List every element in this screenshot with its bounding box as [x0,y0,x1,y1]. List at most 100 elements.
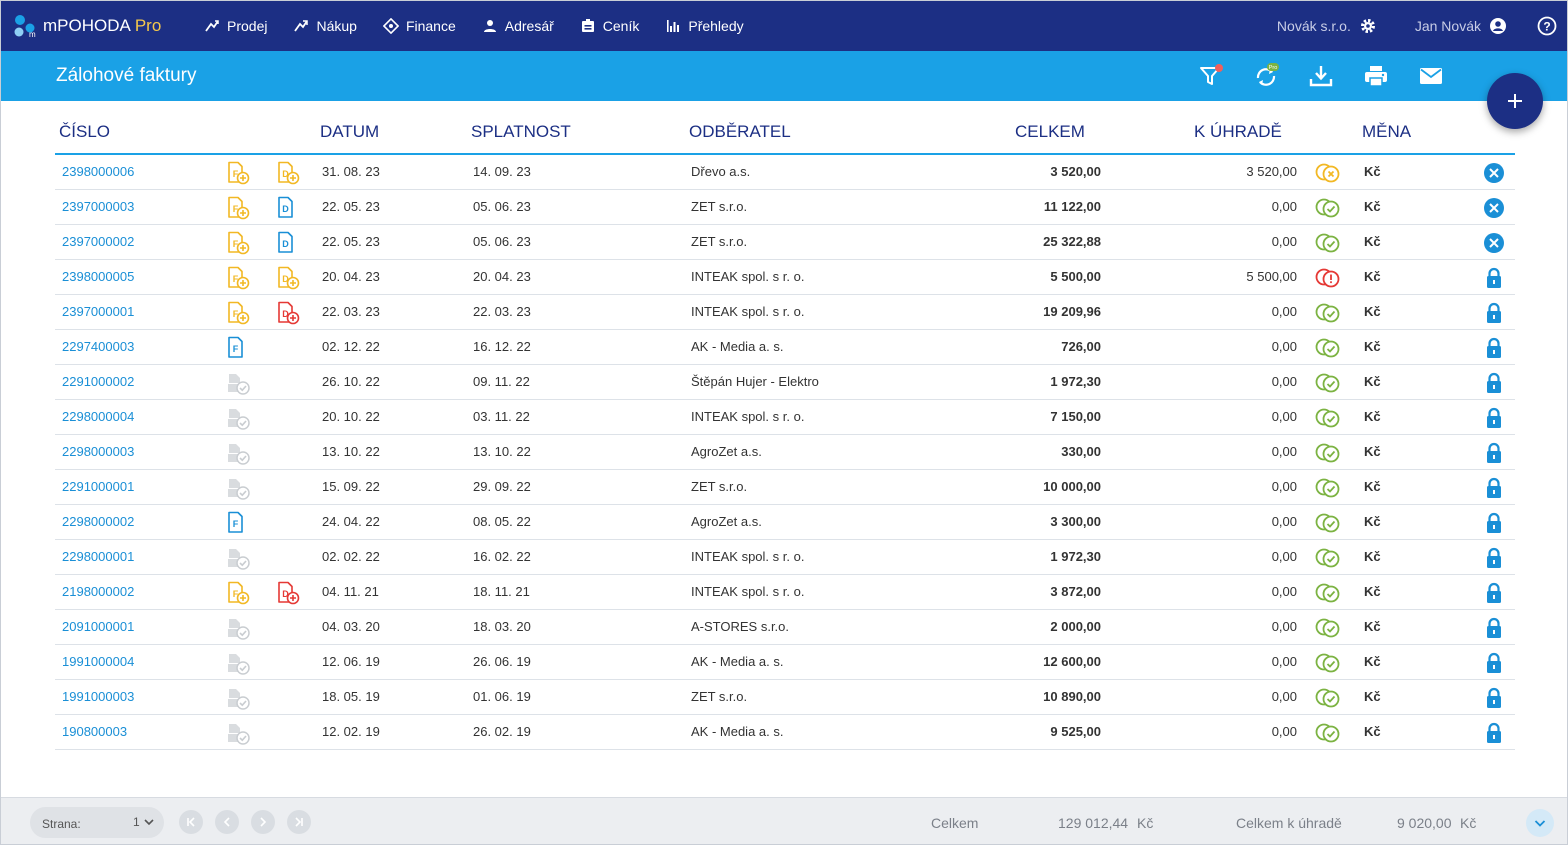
invoice-number-link[interactable]: 2298000001 [62,549,135,564]
nav-adresar[interactable]: Adresář [469,1,567,51]
table-row[interactable]: 2298000003 13. 10. 22 13. 10. 22 AgroZet a.… [55,435,1515,470]
page-select[interactable]: Strana: 1 [30,807,164,838]
table-row[interactable]: 2398000006 F D 31. 08. 23 14. 09. 23 Dřevo a.… [55,155,1515,190]
table-row[interactable]: 2298000002 F 24. 04. 22 08. 05. 22 AgroZet a… [55,505,1515,540]
nav-nakup[interactable]: Nákup [280,1,369,51]
lock-icon[interactable] [1483,337,1505,359]
table-row[interactable]: 2397000003 F D 22. 05. 23 05. 06. 23 ZET s.r.… [55,190,1515,225]
last-page-button[interactable] [287,810,311,834]
invoice-number-link[interactable]: 2091000001 [62,619,135,634]
document-f-yellow-icon[interactable]: F [225,301,251,325]
document-f-blue-icon[interactable]: F [225,336,251,360]
invoice-number-link[interactable]: 2291000002 [62,374,135,389]
document-gray-icon[interactable] [225,546,251,570]
table-row[interactable]: 2091000001 04. 03. 20 18. 03. 20 A-STORES s… [55,610,1515,645]
next-page-button[interactable] [251,810,275,834]
download-button[interactable] [1307,62,1335,90]
document-f-yellow-icon[interactable]: F [225,581,251,605]
pro-sync-button[interactable]: Pro [1252,62,1280,90]
invoice-number-link[interactable]: 2398000005 [62,269,135,284]
table-row[interactable]: 1991000003 18. 05. 19 01. 06. 19 ZET s.r.o.… [55,680,1515,715]
lock-icon[interactable] [1483,652,1505,674]
header-number[interactable]: ČÍSLO [59,122,111,141]
cancel-icon[interactable] [1483,197,1505,219]
table-row[interactable]: 2291000002 26. 10. 22 09. 11. 22 Štěpán Huj… [55,365,1515,400]
lock-icon[interactable] [1483,477,1505,499]
document-gray-icon[interactable] [225,371,251,395]
invoice-number-link[interactable]: 2298000002 [62,514,135,529]
header-customer[interactable]: ODBĚRATEL [689,122,791,141]
invoice-number-link[interactable]: 2397000003 [62,199,135,214]
document-f-yellow-icon[interactable]: F [225,266,251,290]
document-d-red-icon[interactable]: D [275,301,301,325]
prev-page-button[interactable] [215,810,239,834]
invoice-number-link[interactable]: 2298000003 [62,444,135,459]
account-icon[interactable] [1489,17,1507,35]
company-name[interactable]: Novák s.r.o. [1276,18,1351,34]
document-d-blue-icon[interactable]: D [275,196,301,220]
help-icon[interactable]: ? [1537,16,1557,36]
document-gray-icon[interactable] [225,441,251,465]
table-row[interactable]: 1991000004 12. 06. 19 26. 06. 19 AK - Media… [55,645,1515,680]
lock-icon[interactable] [1483,687,1505,709]
table-row[interactable]: 190800003 12. 02. 19 26. 02. 19 AK - Media … [55,715,1515,750]
filter-button[interactable] [1197,62,1225,90]
user-name[interactable]: Jan Novák [1414,18,1481,34]
cancel-icon[interactable] [1483,162,1505,184]
print-button[interactable] [1362,62,1390,90]
table-row[interactable]: 2291000001 15. 09. 22 29. 09. 22 ZET s.r.o.… [55,470,1515,505]
document-f-yellow-icon[interactable]: F [225,196,251,220]
table-row[interactable]: 2398000005 F D 20. 04. 23 20. 04. 23 INTEAK s… [55,260,1515,295]
gear-icon[interactable] [1359,17,1377,35]
lock-icon[interactable] [1483,512,1505,534]
header-currency[interactable]: MĚNA [1362,122,1412,141]
invoice-number-link[interactable]: 2398000006 [62,164,135,179]
invoice-number-link[interactable]: 2298000004 [62,409,135,424]
lock-icon[interactable] [1483,407,1505,429]
document-d-blue-icon[interactable]: D [275,231,301,255]
document-f-yellow-icon[interactable]: F [225,231,251,255]
expand-footer-button[interactable] [1526,809,1554,837]
document-f-yellow-icon[interactable]: F [225,161,251,185]
invoice-number-link[interactable]: 2291000001 [62,479,135,494]
invoice-number-link[interactable]: 2397000001 [62,304,135,319]
cancel-icon[interactable] [1483,232,1505,254]
mail-button[interactable] [1417,62,1445,90]
header-total[interactable]: CELKEM [1015,122,1085,141]
add-invoice-button[interactable] [1487,73,1543,129]
table-row[interactable]: 2397000001 F D 22. 03. 23 22. 03. 23 INTEAK s… [55,295,1515,330]
lock-icon[interactable] [1483,442,1505,464]
invoice-number-link[interactable]: 1991000003 [62,689,135,704]
table-row[interactable]: 2397000002 F D 22. 05. 23 05. 06. 23 ZET s.r.… [55,225,1515,260]
brand[interactable]: m mPOHODA Pro [13,14,191,38]
invoice-number-link[interactable]: 2297400003 [62,339,135,354]
document-gray-icon[interactable] [225,406,251,430]
document-gray-icon[interactable] [225,651,251,675]
document-f-blue-icon[interactable]: F [225,511,251,535]
nav-prodej[interactable]: Prodej [191,1,280,51]
nav-cenik[interactable]: Ceník [567,1,653,51]
document-gray-icon[interactable] [225,721,251,745]
header-date[interactable]: DATUM [320,122,380,141]
lock-icon[interactable] [1483,582,1505,604]
invoice-number-link[interactable]: 1991000004 [62,654,135,669]
document-d-yellow-icon[interactable]: D [275,161,301,185]
document-gray-icon[interactable] [225,476,251,500]
invoice-number-link[interactable]: 190800003 [62,724,128,739]
header-due[interactable]: SPLATNOST [471,122,571,141]
document-d-yellow-icon[interactable]: D [275,266,301,290]
lock-icon[interactable] [1483,547,1505,569]
invoice-number-link[interactable]: 2397000002 [62,234,135,249]
table-row[interactable]: 2298000004 20. 10. 22 03. 11. 22 INTEAK spo… [55,400,1515,435]
table-row[interactable]: 2298000001 02. 02. 22 16. 02. 22 INTEAK spo… [55,540,1515,575]
lock-icon[interactable] [1483,302,1505,324]
document-d-red-icon[interactable]: D [275,581,301,605]
first-page-button[interactable] [179,810,203,834]
table-row[interactable]: 2198000002 F D 04. 11. 21 18. 11. 21 INTEAK s… [55,575,1515,610]
lock-icon[interactable] [1483,722,1505,744]
header-topay[interactable]: K ÚHRADĚ [1194,122,1282,141]
document-gray-icon[interactable] [225,686,251,710]
nav-finance[interactable]: Finance [370,1,469,51]
invoice-number-link[interactable]: 2198000002 [62,584,135,599]
nav-prehledy[interactable]: Přehledy [652,1,756,51]
